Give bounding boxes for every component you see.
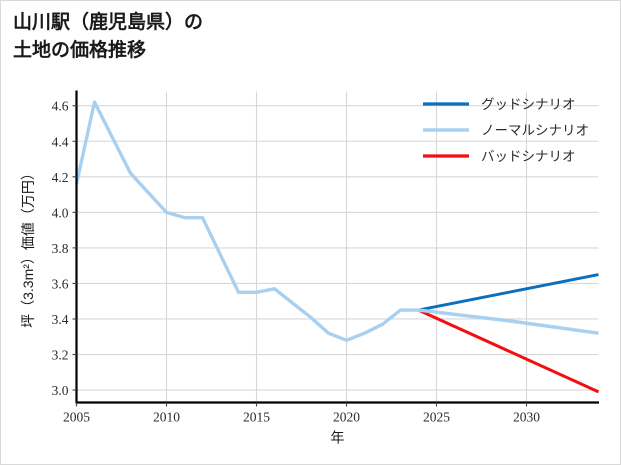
y-tick-label: 4.0 — [52, 205, 69, 220]
legend-label-ノーマルシナリオ: ノーマルシナリオ — [481, 123, 589, 138]
series-line-グッドシナリオ — [418, 273, 599, 312]
x-tick-label: 2015 — [243, 410, 270, 425]
x-tick-label: 2010 — [153, 410, 180, 425]
x-tick-label: 2025 — [423, 410, 450, 425]
x-axis-ticks: 2005 2010 2015 2020 2025 2030 — [63, 402, 540, 425]
series-layer — [74, 100, 600, 394]
y-tick-label: 3.6 — [52, 276, 69, 291]
legend-label-バッドシナリオ: バッドシナリオ — [481, 149, 576, 164]
y-axis-ticks: 3.0 3.2 3.4 3.6 3.8 4.0 4.2 4.4 4.6 — [52, 99, 77, 398]
legend-label-グッドシナリオ: グッドシナリオ — [481, 97, 576, 112]
page-title: 山川駅（鹿児島県）の 土地の価格推移 — [13, 12, 204, 61]
y-tick-label: 3.2 — [52, 348, 69, 363]
y-tick-label: 4.4 — [52, 134, 69, 149]
y-tick-label: 4.6 — [52, 99, 69, 114]
y-tick-label: 3.8 — [52, 241, 69, 256]
x-tick-label: 2030 — [513, 410, 540, 425]
x-tick-label: 2005 — [63, 410, 90, 425]
y-axis-title: 坪（3.3m²）価値（万円） — [20, 166, 36, 328]
series-line-ノーマルシナリオ — [74, 100, 599, 342]
x-tick-label: 2020 — [333, 410, 360, 425]
x-axis-title: 年 — [331, 430, 345, 446]
y-tick-label: 3.0 — [52, 383, 69, 398]
series-line-バッドシナリオ — [417, 308, 600, 394]
y-tick-label: 4.2 — [52, 170, 69, 185]
axis-spines — [75, 90, 599, 404]
y-tick-label: 3.4 — [52, 312, 69, 327]
